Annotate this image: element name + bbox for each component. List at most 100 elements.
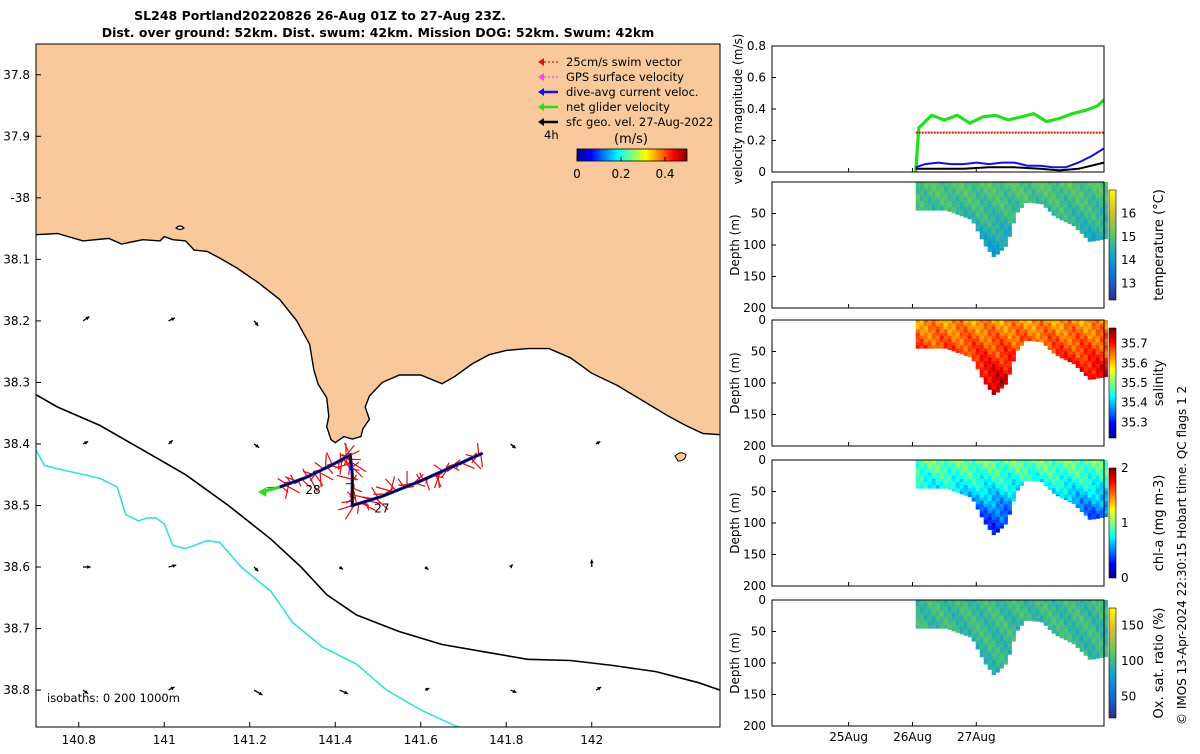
section-cell — [1032, 326, 1036, 329]
section-cell — [980, 479, 984, 482]
section-cell — [980, 603, 984, 606]
section-cell — [1100, 606, 1104, 609]
section-cell — [980, 326, 984, 329]
section-cell — [1092, 210, 1096, 213]
temperature-colorbar-tick-label: 14 — [1121, 253, 1136, 267]
velocity-y-tick-label: 0.6 — [747, 71, 766, 85]
section-cell — [928, 326, 932, 329]
section-cell — [976, 482, 980, 485]
section-cell — [1092, 613, 1096, 616]
section-cell — [992, 229, 996, 232]
section-cell — [984, 333, 988, 336]
section-cell — [1044, 479, 1048, 482]
section-cell — [1088, 361, 1092, 364]
section-cell — [1096, 479, 1100, 482]
section-cell — [1004, 510, 1008, 513]
section-cell — [1092, 635, 1096, 638]
section-cell — [1004, 236, 1008, 239]
section-cell — [952, 628, 956, 631]
section-cell — [1064, 492, 1068, 495]
section-cell — [1096, 603, 1100, 606]
section-cell — [964, 348, 968, 351]
section-cell — [916, 485, 920, 488]
section-cell — [980, 358, 984, 361]
section-cell — [1076, 606, 1080, 609]
section-cell — [1096, 239, 1100, 241]
section-cell — [1044, 320, 1048, 323]
section-cell — [920, 619, 924, 622]
section-cell — [1092, 514, 1096, 517]
section-cell — [968, 460, 972, 463]
section-cell — [1056, 469, 1060, 472]
section-cell — [1036, 329, 1040, 332]
section-cell — [956, 329, 960, 332]
section-cell — [952, 182, 956, 185]
section-cell — [1012, 501, 1016, 502]
section-cell — [1008, 348, 1012, 351]
section-cell — [980, 345, 984, 348]
section-cell — [1072, 182, 1076, 185]
section-cell — [1080, 650, 1084, 651]
section-cell — [1072, 495, 1076, 498]
section-cell — [992, 370, 996, 373]
section-cell — [1012, 641, 1016, 642]
section-cell — [1088, 374, 1092, 377]
section-cell — [1080, 220, 1084, 223]
section-cell — [992, 514, 996, 517]
section-cell — [1088, 476, 1092, 479]
section-cell — [1072, 201, 1076, 204]
section-cell — [1088, 473, 1092, 476]
chl-a-colorbar-tick-label: 1 — [1121, 516, 1129, 530]
section-cell — [1092, 201, 1096, 204]
section-cell — [956, 606, 960, 609]
section-cell — [992, 476, 996, 479]
section-cell — [1096, 377, 1100, 379]
section-cell — [1068, 610, 1072, 613]
section-cell — [996, 348, 1000, 351]
section-cell — [1096, 320, 1100, 323]
section-cell — [1068, 495, 1072, 498]
section-cell — [1052, 333, 1056, 336]
section-cell — [988, 501, 992, 504]
salinity-y-tick-label: 200 — [743, 439, 766, 453]
section-cell — [984, 492, 988, 495]
section-cell — [1072, 223, 1076, 226]
section-cell — [960, 323, 964, 326]
section-cell — [1028, 616, 1032, 619]
section-cell — [1004, 628, 1008, 631]
map-y-tick-label: 37.9 — [3, 129, 30, 143]
section-cell — [1040, 326, 1044, 329]
section-cell — [952, 333, 956, 336]
section-cell — [916, 198, 920, 201]
section-cell — [980, 625, 984, 628]
section-cell — [1016, 606, 1020, 609]
section-cell — [1100, 229, 1104, 232]
section-cell — [980, 377, 984, 378]
section-cell — [1028, 320, 1032, 323]
section-cell — [1000, 245, 1004, 248]
section-cell — [1080, 329, 1084, 332]
section-cell — [964, 323, 968, 326]
section-cell — [1084, 352, 1088, 355]
oxygen-y-tick-label: 100 — [743, 656, 766, 670]
section-cell — [952, 336, 956, 339]
section-cell — [1100, 600, 1104, 603]
section-cell — [988, 660, 992, 663]
section-cell — [1092, 488, 1096, 491]
section-cell — [1088, 492, 1092, 495]
section-cell — [928, 460, 932, 463]
section-cell — [988, 223, 992, 226]
section-cell — [1064, 185, 1068, 188]
section-cell — [992, 329, 996, 332]
section-cell — [1064, 210, 1068, 213]
section-cell — [1080, 473, 1084, 476]
section-cell — [976, 600, 980, 603]
section-cell — [1068, 641, 1072, 642]
section-cell — [1068, 185, 1072, 188]
section-cell — [1096, 342, 1100, 345]
section-cell — [924, 185, 928, 188]
section-cell — [1064, 198, 1068, 201]
section-cell — [992, 223, 996, 226]
section-cell — [944, 476, 948, 479]
section-cell — [928, 342, 932, 345]
